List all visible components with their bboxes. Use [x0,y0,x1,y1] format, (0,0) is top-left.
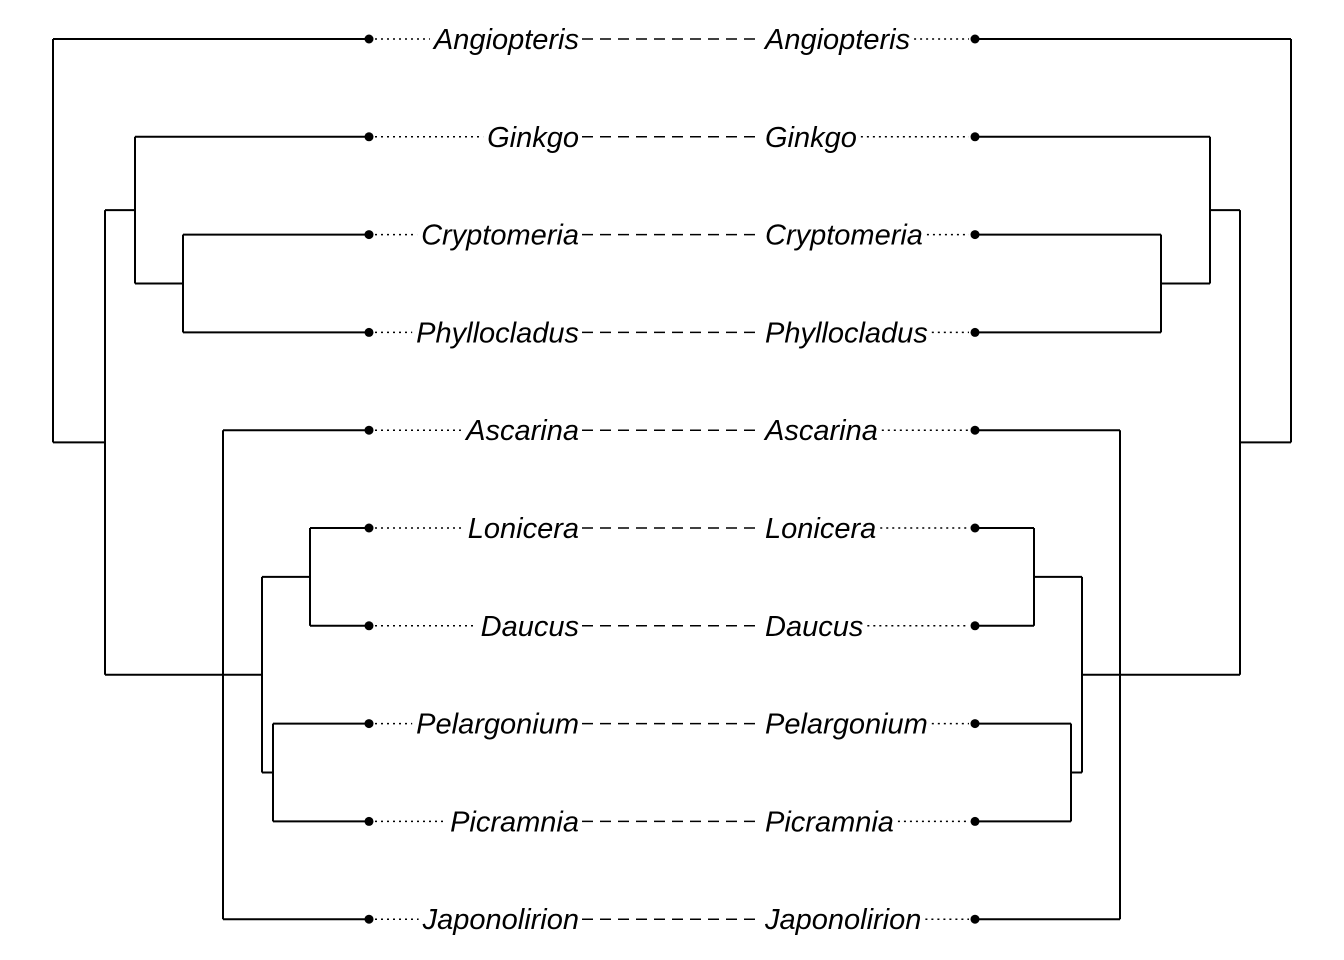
right-tip-picramnia [970,816,980,826]
left-tip-ascarina [364,425,374,435]
right-label-japonolirion: Japonolirion [764,904,921,936]
left-tip-angiopteris [364,34,374,44]
right-tree-branches [975,38,1292,921]
left-label-lonicera: Lonicera [468,513,579,545]
right-label-ginkgo: Ginkgo [765,122,857,154]
left-tree-branches [52,38,369,921]
right-label-phyllocladus: Phyllocladus [765,317,928,349]
left-label-japonolirion: Japonolirion [422,904,579,936]
right-tip-lonicera [970,523,980,533]
left-label-cryptomeria: Cryptomeria [421,220,579,252]
left-tip-phyllocladus [364,327,374,337]
left-tip-ginkgo [364,132,374,142]
right-tip-phyllocladus [970,327,980,337]
tip-markers [364,34,980,924]
right-tip-daucus [970,621,980,631]
right-label-pelargonium: Pelargonium [765,709,928,741]
left-label-angiopteris: Angiopteris [432,24,579,56]
left-tip-lonicera [364,523,374,533]
left-label-ascarina: Ascarina [464,415,579,447]
right-tip-pelargonium [970,719,980,729]
right-label-ascarina: Ascarina [763,415,878,447]
tanglegram-links [582,38,762,920]
label-leaders [375,38,969,920]
right-label-angiopteris: Angiopteris [763,24,910,56]
right-label-cryptomeria: Cryptomeria [765,220,923,252]
right-label-daucus: Daucus [765,611,863,643]
left-label-picramnia: Picramnia [450,806,579,838]
left-tip-picramnia [364,816,374,826]
left-tip-cryptomeria [364,230,374,240]
taxon-labels: Angiopteris Ginkgo Cryptomeria Phyllocla… [416,24,928,936]
left-label-pelargonium: Pelargonium [416,709,579,741]
right-label-lonicera: Lonicera [765,513,876,545]
right-tip-ginkgo [970,132,980,142]
left-tip-pelargonium [364,719,374,729]
right-tip-japonolirion [970,914,980,924]
left-label-daucus: Daucus [481,611,579,643]
right-label-picramnia: Picramnia [765,806,894,838]
right-tip-ascarina [970,425,980,435]
left-label-ginkgo: Ginkgo [487,122,579,154]
left-tip-daucus [364,621,374,631]
right-tip-cryptomeria [970,230,980,240]
left-tip-japonolirion [364,914,374,924]
left-label-phyllocladus: Phyllocladus [416,317,579,349]
right-tip-angiopteris [970,34,980,44]
